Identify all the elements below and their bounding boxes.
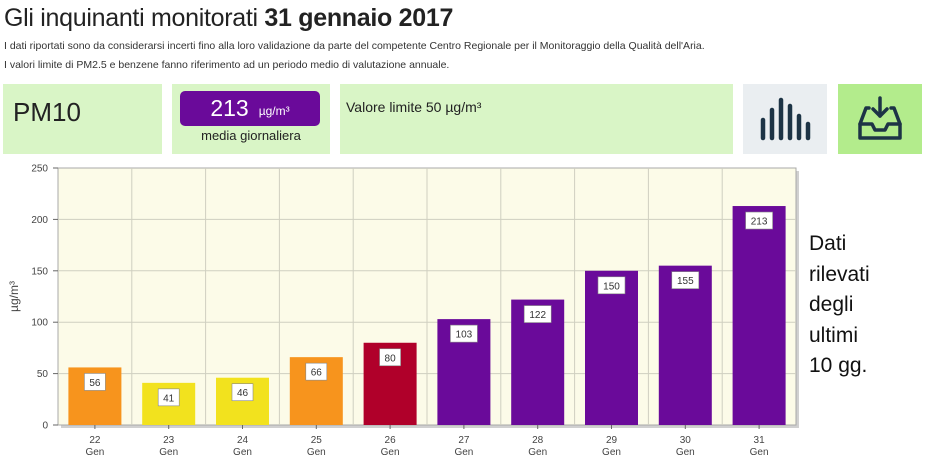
side-caption-line: Dati [809, 232, 847, 255]
y-tick-label: 150 [31, 266, 48, 277]
download-button[interactable] [838, 84, 922, 154]
side-caption-line: degli [809, 293, 854, 316]
limit-panel: Valore limite 50 µg/m³ [340, 84, 733, 154]
pollutant-name-panel: PM10 [3, 84, 162, 154]
side-caption-line: ultimi [809, 323, 859, 347]
value-number: 213 [210, 95, 249, 121]
x-tick-label-day: 22 [89, 435, 101, 446]
bar-chart-icon [760, 97, 811, 141]
x-tick-label-day: 30 [680, 435, 692, 446]
side-caption-line: rilevati [809, 262, 870, 286]
side-caption-line: 10 gg. [809, 354, 868, 377]
disclaimer-note: I dati riportati sono da considerarsi in… [4, 40, 705, 52]
x-tick-label-month: Gen [454, 447, 473, 458]
y-tick-label: 200 [31, 215, 48, 226]
data-label: 103 [456, 330, 473, 341]
data-label-box [450, 324, 478, 343]
page-title: Gli inquinanti monitorati 31 gennaio 201… [4, 4, 453, 33]
value-caption: media giornaliera [201, 128, 301, 143]
data-label: 80 [385, 353, 397, 364]
bar [585, 270, 638, 425]
limit-value-text: Valore limite 50 µg/m³ [346, 99, 482, 115]
x-tick-label-day: 28 [532, 435, 544, 446]
chart-button[interactable] [743, 84, 827, 154]
title-date: 31 gennaio 2017 [264, 4, 454, 32]
value-unit: µg/m³ [258, 103, 290, 118]
x-tick-label-month: Gen [233, 447, 252, 458]
x-tick-label-month: Gen [528, 447, 547, 458]
data-label: 66 [311, 368, 323, 379]
x-tick-label-month: Gen [159, 447, 178, 458]
y-tick-label: 50 [37, 369, 49, 380]
bar [658, 265, 712, 425]
data-label: 150 [603, 281, 620, 292]
x-tick-label-month: Gen [307, 447, 326, 458]
x-tick-label-month: Gen [602, 447, 621, 458]
pm10-bar-chart: 050100150200250µg/m³5622Gen4123Gen4624Ge… [7, 164, 799, 458]
x-tick-label-month: Gen [750, 447, 769, 458]
x-tick-label-month: Gen [85, 447, 104, 458]
side-caption: Dati rilevati degli ultimi 10 gg. [809, 229, 870, 382]
y-tick-label: 0 [42, 421, 48, 432]
x-tick-label-day: 25 [311, 435, 323, 446]
data-label: 155 [677, 276, 694, 287]
data-label: 46 [237, 388, 249, 399]
data-label: 41 [163, 393, 175, 404]
x-tick-label-day: 24 [237, 435, 249, 446]
data-label-box [157, 388, 180, 407]
y-tick-label: 100 [31, 318, 48, 329]
x-tick-label-month: Gen [676, 447, 695, 458]
data-label-box [745, 211, 773, 230]
x-tick-label-day: 26 [385, 435, 397, 446]
data-label: 213 [751, 217, 768, 228]
data-label-box [231, 383, 254, 402]
bar [732, 206, 786, 425]
x-tick-label-day: 31 [754, 435, 766, 446]
title-prefix: Gli inquinanti monitorati [4, 4, 258, 32]
data-label: 122 [529, 310, 546, 321]
y-tick-label: 250 [31, 164, 48, 175]
x-tick-label-day: 23 [163, 435, 175, 446]
daily-average-panel: 213 µg/m³ media giornaliera [172, 84, 330, 154]
x-tick-label-day: 29 [606, 435, 618, 446]
download-tray-icon [858, 96, 902, 140]
limit-note: I valori limite di PM2.5 e benzene fanno… [4, 59, 450, 71]
x-tick-label-month: Gen [381, 447, 400, 458]
data-label: 56 [89, 378, 101, 389]
data-label-box [305, 362, 328, 381]
data-label-box [671, 271, 700, 289]
data-label-box [523, 305, 552, 323]
data-label-box [84, 373, 106, 391]
data-label-box [379, 348, 401, 367]
x-tick-label-day: 27 [458, 435, 470, 446]
y-axis-label: µg/m³ [7, 281, 21, 312]
value-badge: 213 µg/m³ [180, 91, 320, 126]
data-label-box [597, 276, 626, 295]
pollutant-name: PM10 [13, 97, 81, 127]
